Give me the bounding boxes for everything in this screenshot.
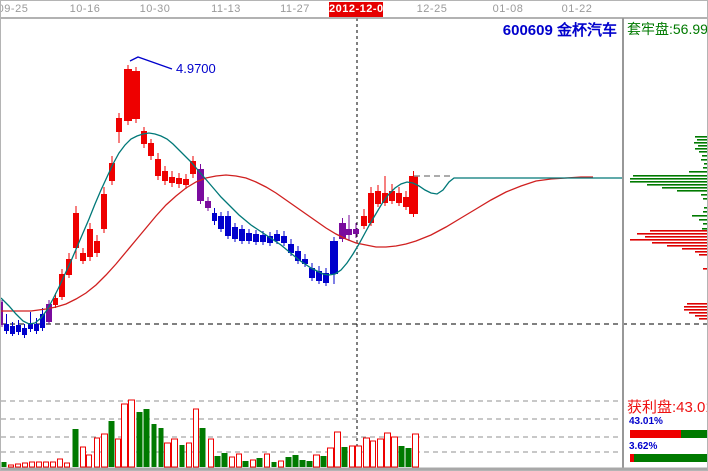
date-label: 12-25 (416, 3, 448, 15)
ratio-bar-green-segment (633, 454, 707, 462)
price-annotation-line (129, 56, 173, 70)
date-label: 09-25 (0, 3, 29, 15)
candlestick-layer (1, 65, 418, 338)
date-label: 11-13 (211, 3, 241, 15)
ma-short-line (1, 132, 623, 325)
date-label: 01-08 (492, 3, 524, 15)
profit-ratio-bar (630, 430, 707, 438)
ratio-bar-green-segment (680, 430, 707, 438)
minor-ratio-bar (630, 454, 707, 462)
profit-chips-label: 获利盘:43.01 (627, 399, 708, 416)
date-label: 11-27 (280, 3, 310, 15)
ma-long-line (1, 174, 593, 312)
date-label: 01-22 (561, 3, 593, 15)
bottom-baseline (1, 467, 707, 470)
chip-distribution-layer (630, 136, 707, 320)
date-label: 10-30 (139, 3, 171, 15)
date-label: 10-16 (69, 3, 101, 15)
profit-percent-value: 43.01% (629, 416, 663, 427)
stock-code-name: 600609 金杯汽车 (502, 22, 617, 39)
ratio-bar-red-segment (630, 430, 681, 438)
trapped-chips-label: 套牢盘:56.99 (627, 21, 708, 37)
peak-price-annotation: 4.9700 (176, 61, 216, 76)
selected-date-marker[interactable]: 2012-12-07 (329, 2, 391, 17)
ratio-bar-red-segment (630, 454, 634, 462)
minor-percent-value: 3.62% (629, 441, 658, 452)
volume-bars-layer (1, 399, 419, 468)
